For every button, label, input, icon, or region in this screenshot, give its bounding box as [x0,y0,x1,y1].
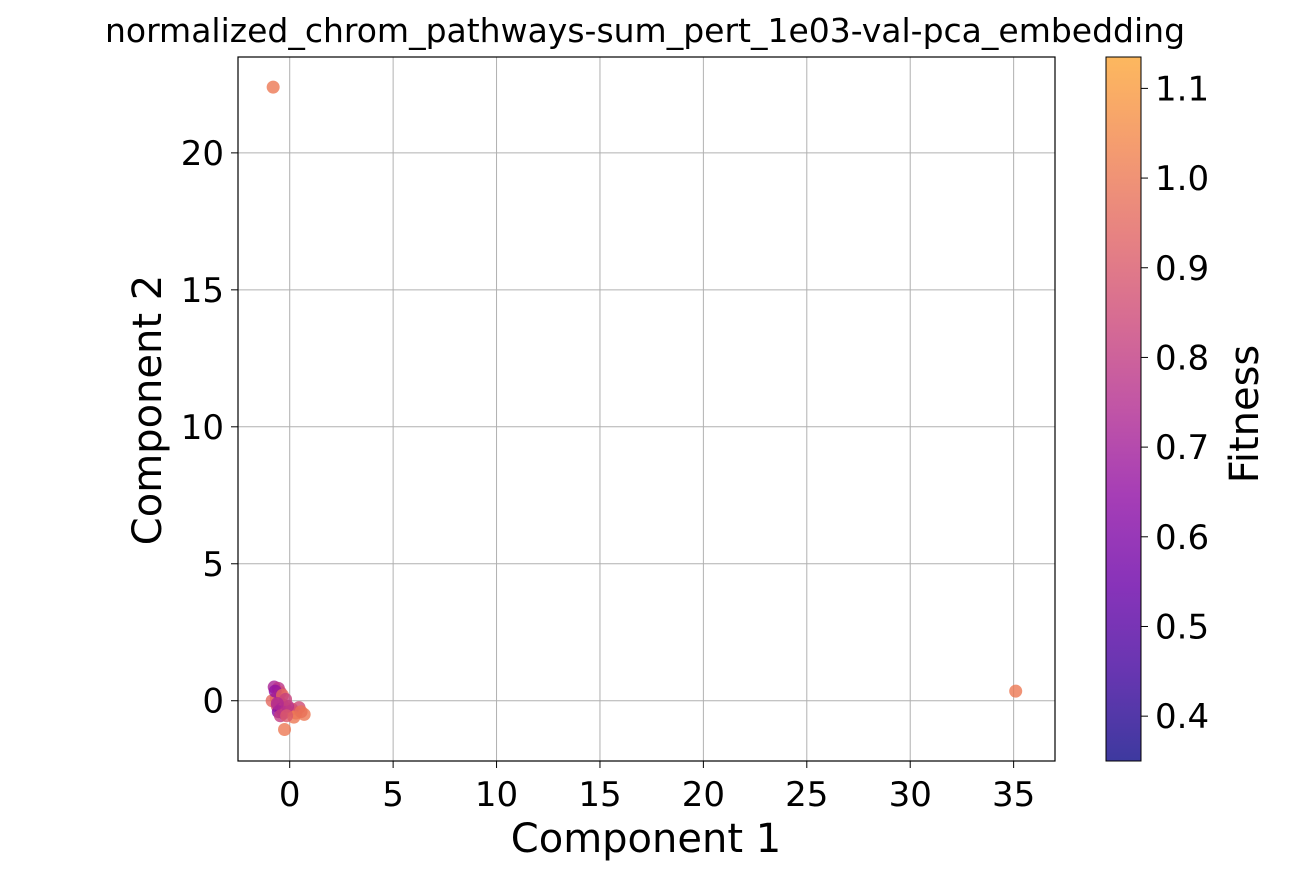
grid-lines [238,57,1055,761]
colorbar-tick-label: 0.9 [1155,249,1209,289]
x-tick-label: 35 [992,775,1035,815]
data-point [1009,684,1023,698]
colorbar-tick-label: 1.1 [1155,69,1209,109]
colorbar-ticks: 0.4 0.5 0.6 0.7 0.8 0.9 1.0 1.1 [1141,69,1209,737]
colorbar-tick-label: 0.4 [1155,697,1209,737]
x-tick-label: 20 [682,775,725,815]
y-tick-label: 5 [202,545,224,585]
data-point [280,709,294,723]
x-tick-label: 15 [578,775,621,815]
data-point [278,722,292,736]
x-tick-label: 25 [785,775,828,815]
x-tick-label: 10 [475,775,518,815]
y-axis-ticks: 0 5 10 15 20 [181,134,238,722]
data-point [270,696,284,710]
colorbar-tick-label: 1.0 [1155,159,1209,199]
y-tick-label: 15 [181,271,224,311]
x-tick-label: 0 [279,775,301,815]
colorbar [1105,56,1142,762]
x-axis-ticks: 0 5 10 15 20 25 30 35 [279,761,1035,815]
x-tick-label: 5 [382,775,404,815]
colorbar-tick-label: 0.6 [1155,518,1209,558]
x-axis-label: Component 1 [511,816,781,862]
data-point [294,705,308,719]
chart-title: normalized_chrom_pathways-sum_pert_1e03-… [105,11,1185,50]
colorbar-tick-label: 0.5 [1155,607,1209,647]
y-axis-label: Component 2 [125,275,171,545]
y-tick-label: 0 [202,682,224,722]
data-points [265,80,1023,736]
colorbar-tick-label: 0.8 [1155,338,1209,378]
y-tick-label: 20 [181,134,224,174]
colorbar-tick-label: 0.7 [1155,428,1209,468]
y-tick-label: 10 [181,408,224,448]
plot-frame [237,56,1056,762]
data-point [266,80,280,94]
colorbar-label: Fitness [1222,345,1268,484]
x-tick-label: 30 [889,775,932,815]
